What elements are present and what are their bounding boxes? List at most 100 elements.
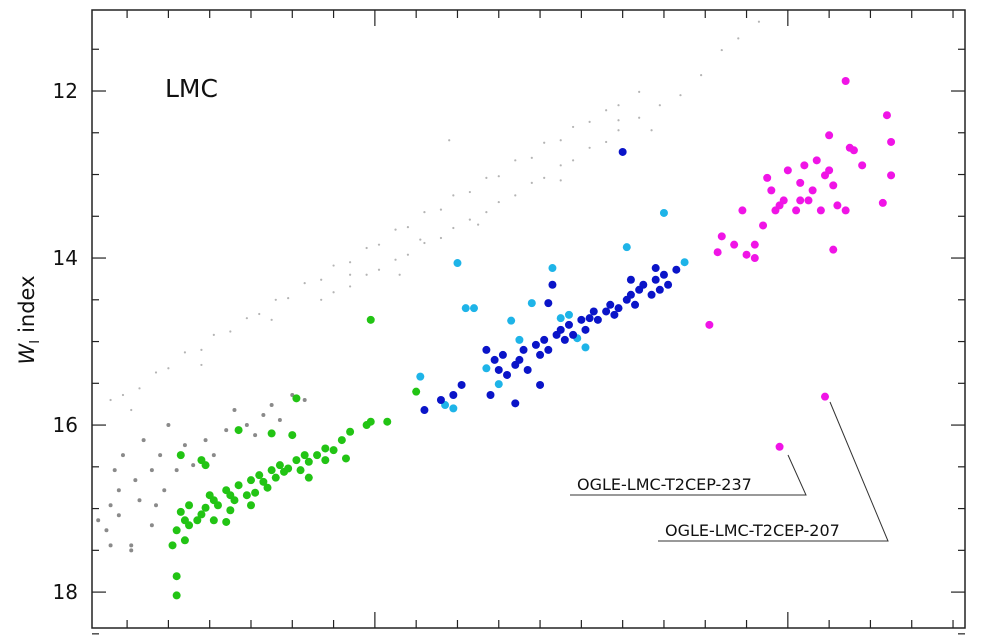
- plot-frame: [91, 9, 966, 629]
- data-point: [650, 129, 653, 132]
- data-point: [346, 427, 355, 436]
- data-point: [133, 478, 138, 483]
- data-point: [658, 104, 661, 107]
- data-point: [200, 348, 203, 351]
- data-point: [821, 392, 830, 401]
- data-point: [569, 330, 578, 339]
- data-point: [779, 196, 788, 205]
- data-point: [398, 273, 401, 276]
- data-point: [303, 281, 306, 285]
- data-point: [610, 310, 619, 319]
- data-point: [705, 320, 714, 329]
- data-point: [261, 413, 266, 418]
- data-point: [377, 268, 381, 271]
- data-point: [477, 223, 480, 226]
- data-point: [543, 176, 546, 179]
- data-point: [320, 298, 323, 301]
- panel-label: LMC: [165, 74, 218, 103]
- data-point: [651, 264, 660, 273]
- data-point: [581, 343, 590, 352]
- data-point: [559, 179, 562, 182]
- data-point: [287, 297, 290, 300]
- data-point: [129, 548, 134, 553]
- data-point: [304, 473, 313, 482]
- data-point: [366, 417, 375, 426]
- data-point: [664, 280, 673, 289]
- data-point: [329, 446, 338, 455]
- data-point: [485, 211, 488, 214]
- data-point: [121, 393, 125, 397]
- data-point: [617, 129, 620, 132]
- data-point: [816, 206, 825, 215]
- data-point: [116, 488, 121, 493]
- leader-line: [570, 454, 807, 496]
- data-point: [841, 206, 850, 215]
- data-point: [267, 429, 276, 438]
- data-point: [808, 186, 817, 195]
- y-label-text: index: [15, 275, 39, 332]
- data-point: [638, 116, 641, 119]
- data-point: [211, 453, 216, 458]
- data-point: [515, 355, 524, 364]
- data-point: [180, 536, 189, 545]
- data-point: [519, 345, 528, 354]
- data-point: [452, 226, 455, 230]
- data-point: [631, 300, 640, 309]
- data-point: [560, 335, 569, 344]
- data-point: [258, 312, 261, 316]
- data-point: [201, 503, 210, 512]
- data-point: [365, 273, 368, 276]
- data-point: [536, 380, 545, 389]
- data-point: [626, 290, 635, 299]
- data-point: [449, 390, 458, 399]
- data-point: [341, 454, 350, 463]
- data-point: [232, 408, 237, 413]
- data-point: [544, 345, 553, 354]
- data-point: [882, 111, 891, 120]
- data-point: [209, 496, 218, 505]
- data-point: [540, 335, 549, 344]
- data-point: [571, 159, 575, 162]
- data-point: [226, 491, 235, 500]
- data-point: [270, 318, 273, 321]
- data-point: [713, 248, 722, 257]
- data-point: [138, 387, 141, 390]
- leader-line: [658, 401, 889, 542]
- data-point: [242, 491, 251, 500]
- data-point: [229, 330, 232, 333]
- data-point: [606, 300, 615, 309]
- data-point: [274, 298, 277, 301]
- data-point: [436, 396, 445, 405]
- data-point: [109, 398, 112, 402]
- data-point: [792, 206, 801, 215]
- data-point: [564, 320, 573, 329]
- data-point: [191, 463, 196, 468]
- data-point: [224, 428, 229, 433]
- data-point: [468, 190, 471, 194]
- data-point: [349, 273, 352, 276]
- data-point: [503, 370, 512, 379]
- data-point: [154, 503, 159, 508]
- data-point: [622, 243, 631, 252]
- data-point: [571, 125, 575, 129]
- data-point: [112, 468, 117, 473]
- data-point: [461, 304, 470, 313]
- data-point: [320, 278, 323, 281]
- data-point: [209, 516, 218, 525]
- data-point: [602, 307, 611, 316]
- data-point: [416, 372, 425, 381]
- y-tick-label: 14: [53, 246, 78, 270]
- data-point: [120, 453, 125, 458]
- y-axis-label: WIindex: [15, 275, 43, 364]
- data-point: [172, 572, 181, 581]
- data-point: [585, 314, 594, 323]
- data-point: [197, 510, 206, 519]
- y-label-symbol: W: [15, 343, 39, 365]
- data-point: [167, 367, 170, 370]
- data-point: [800, 161, 809, 170]
- data-point: [154, 371, 158, 374]
- data-point: [548, 280, 557, 289]
- data-point: [659, 208, 668, 217]
- data-point: [141, 438, 146, 443]
- data-point: [419, 238, 422, 241]
